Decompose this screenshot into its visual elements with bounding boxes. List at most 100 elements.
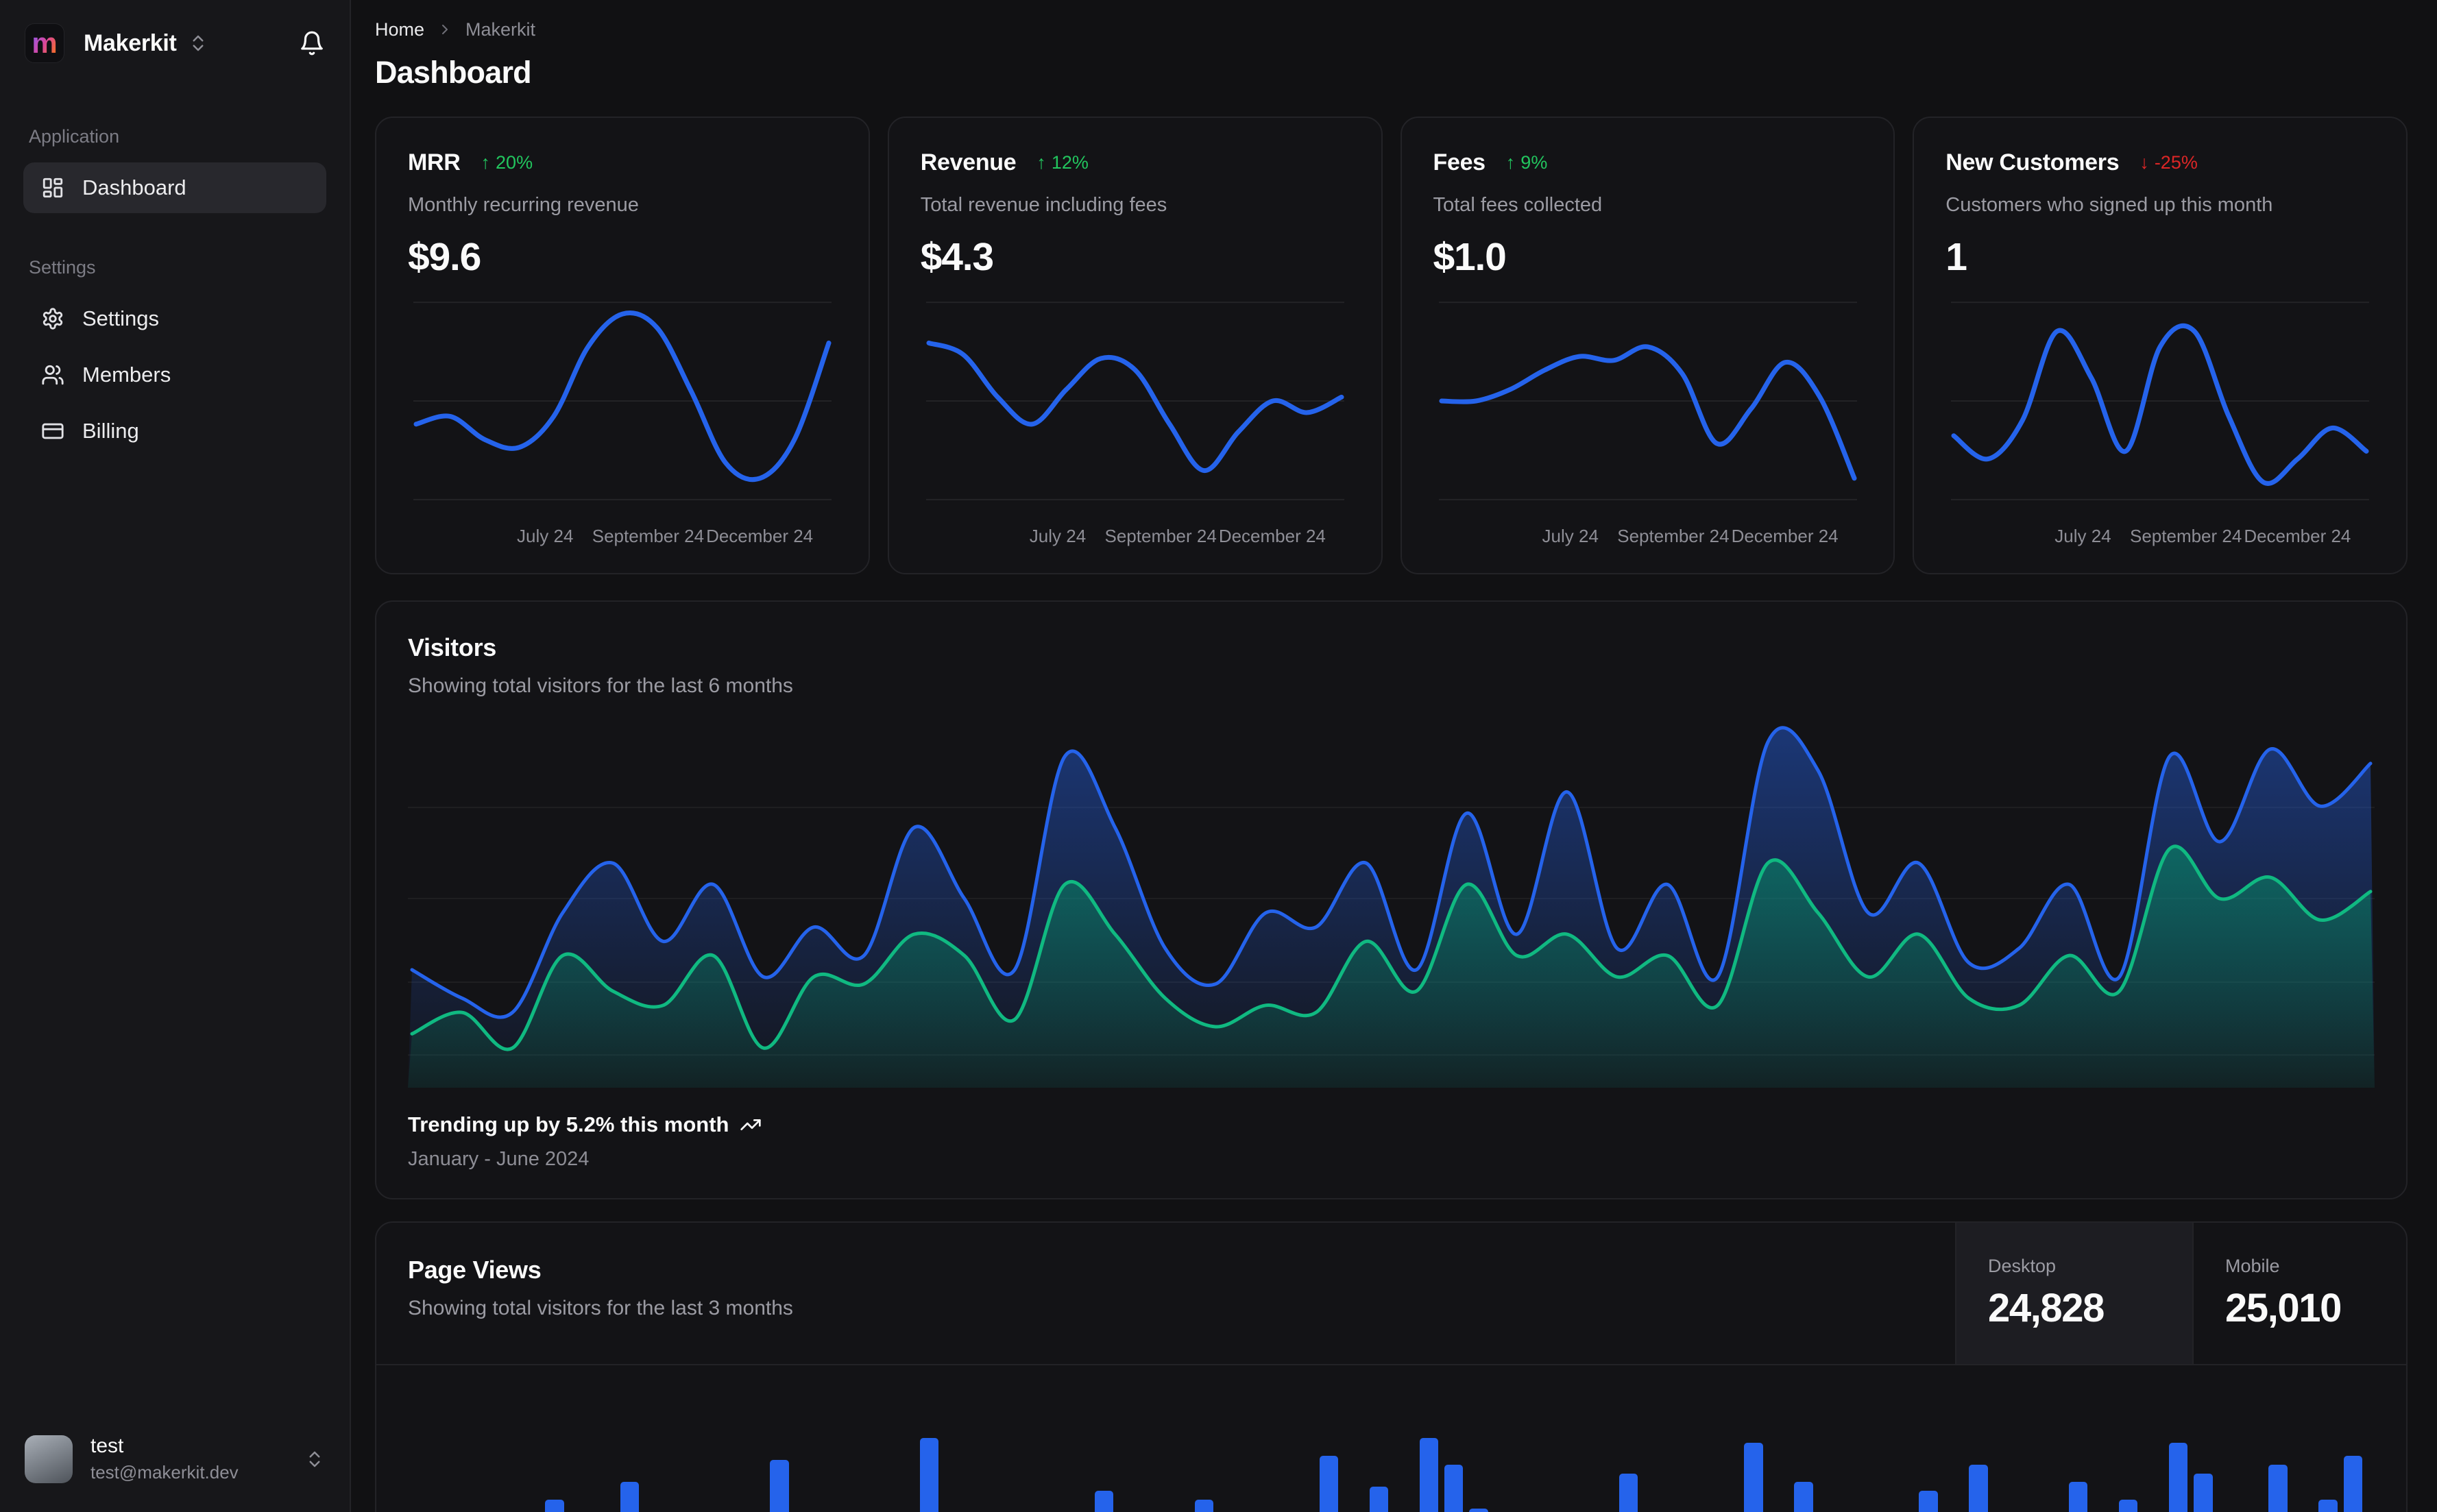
user-menu[interactable]: test test@makerkit.dev: [0, 1414, 350, 1512]
stat-value: 1: [1945, 235, 1967, 279]
bar: [1794, 1482, 1813, 1512]
visitors-area-chart: [408, 724, 2375, 1088]
bar: [1194, 1500, 1213, 1512]
stat-value: $4.3: [920, 235, 994, 279]
page-views-subtitle: Showing total visitors for the last 3 mo…: [408, 1297, 793, 1319]
sidebar-item-label: Dashboard: [82, 175, 186, 199]
axis-tick: September 24: [2129, 526, 2242, 546]
sidebar-item-label: Members: [82, 363, 171, 387]
tab-mobile[interactable]: Mobile 25,010: [2192, 1223, 2406, 1364]
bar: [1419, 1438, 1438, 1512]
mrr-sparkline-chart: July 24 September 24 December 24: [408, 296, 837, 550]
bar: [1619, 1473, 1638, 1512]
breadcrumb-current: Makerkit: [465, 19, 536, 40]
axis-tick: July 24: [1542, 526, 1599, 546]
bar: [2194, 1473, 2213, 1512]
breadcrumb: Home Makerkit: [375, 18, 2408, 41]
axis-tick: December 24: [1731, 526, 1839, 546]
bar: [1969, 1464, 1988, 1512]
stat-cards-row: MRR ↑ 20% Monthly recurring revenue $9.6…: [375, 117, 2408, 574]
stat-card-revenue: Revenue ↑ 12% Total revenue including fe…: [887, 117, 1383, 574]
credit-card-icon: [41, 419, 64, 443]
tab-desktop[interactable]: Desktop 24,828: [1955, 1223, 2192, 1364]
chevrons-up-down-icon: [304, 1449, 325, 1470]
sidebar-item-label: Settings: [82, 306, 160, 330]
stat-name: New Customers: [1945, 149, 2120, 175]
bar: [2268, 1464, 2288, 1512]
stat-value: $9.6: [408, 235, 481, 279]
bar: [1094, 1491, 1114, 1512]
axis-tick: September 24: [592, 526, 705, 546]
avatar: [25, 1435, 73, 1483]
makerkit-logo: m: [25, 23, 64, 63]
stat-description: Total fees collected: [1433, 194, 1603, 216]
arrow-up-icon: ↑: [1505, 152, 1516, 173]
main-content: Home Makerkit Dashboard MRR ↑ 20% Monthl…: [351, 0, 2437, 1512]
axis-tick: July 24: [2054, 526, 2111, 546]
tab-label: Desktop: [1988, 1256, 2057, 1276]
visitors-date-range: January - June 2024: [408, 1148, 590, 1170]
trending-up-icon: [740, 1114, 762, 1136]
arrow-down-icon: ↓: [2139, 152, 2149, 173]
fees-sparkline-chart: July 24 September 24 December 24: [1433, 296, 1863, 550]
bar: [1444, 1464, 1464, 1512]
sidebar-item-members[interactable]: Members: [23, 350, 326, 400]
bar: [620, 1482, 639, 1512]
stat-name: Fees: [1433, 149, 1486, 175]
stat-card-mrr: MRR ↑ 20% Monthly recurring revenue $9.6…: [375, 117, 870, 574]
sidebar-item-settings[interactable]: Settings: [23, 293, 326, 344]
axis-tick: December 24: [2244, 526, 2351, 546]
axis-tick: July 24: [1029, 526, 1087, 546]
bar: [1469, 1508, 1488, 1512]
bar: [1744, 1442, 1763, 1512]
axis-tick: September 24: [1104, 526, 1217, 546]
sidebar-item-billing[interactable]: Billing: [23, 406, 326, 456]
tab-value: 24,828: [1988, 1286, 2105, 1330]
stat-description: Customers who signed up this month: [1945, 194, 2273, 216]
bar: [2343, 1456, 2363, 1512]
page-views-bar-chart: [420, 1368, 2363, 1512]
axis-tick: December 24: [1218, 526, 1326, 546]
sidebar: m Makerkit Application Dashboard Setting…: [0, 0, 351, 1512]
page-title: Dashboard: [375, 55, 532, 90]
stat-card-fees: Fees ↑ 9% Total fees collected $1.0 July…: [1400, 117, 1895, 574]
sidebar-nav: Application Dashboard Settings Settings …: [0, 82, 350, 462]
sidebar-item-label: Billing: [82, 419, 139, 443]
users-icon: [41, 363, 64, 387]
breadcrumb-home-link[interactable]: Home: [375, 19, 425, 40]
new-customers-sparkline-chart: July 24 September 24 December 24: [1945, 296, 2375, 550]
visitors-subtitle: Showing total visitors for the last 6 mo…: [408, 674, 793, 697]
gear-icon: [41, 307, 64, 330]
nav-section-label-application: Application: [29, 126, 120, 147]
bell-icon[interactable]: [299, 30, 325, 56]
page-views-card: Page Views Showing total visitors for th…: [375, 1221, 2408, 1512]
trend-badge: ↑ 12%: [1036, 152, 1089, 173]
chevrons-up-down-icon: [188, 33, 208, 53]
nav-section-label-settings: Settings: [29, 257, 96, 278]
bar: [770, 1460, 789, 1512]
axis-tick: September 24: [1617, 526, 1730, 546]
user-email: test@makerkit.dev: [90, 1462, 239, 1483]
visitors-card: Visitors Showing total visitors for the …: [375, 600, 2408, 1199]
bar: [2118, 1500, 2138, 1512]
axis-tick: July 24: [517, 526, 574, 546]
page-views-title: Page Views: [408, 1256, 542, 1284]
axis-tick: December 24: [706, 526, 814, 546]
stat-card-new-customers: New Customers ↓ -25% Customers who signe…: [1913, 117, 2408, 574]
bar: [545, 1500, 564, 1512]
dashboard-icon: [41, 176, 64, 199]
stat-description: Total revenue including fees: [920, 194, 1167, 216]
workspace-selector[interactable]: m Makerkit: [25, 23, 208, 63]
visitors-title: Visitors: [408, 633, 496, 661]
user-name: test: [90, 1435, 124, 1457]
sidebar-item-dashboard[interactable]: Dashboard: [23, 162, 326, 213]
bar: [919, 1438, 939, 1512]
tab-label: Mobile: [2225, 1256, 2280, 1276]
bar: [2068, 1482, 2088, 1512]
arrow-up-icon: ↑: [481, 152, 491, 173]
bar: [1919, 1491, 1938, 1512]
stat-description: Monthly recurring revenue: [408, 194, 639, 216]
trend-badge: ↑ 9%: [1505, 152, 1548, 173]
revenue-sparkline-chart: July 24 September 24 December 24: [921, 296, 1350, 550]
workspace-name: Makerkit: [84, 29, 177, 56]
